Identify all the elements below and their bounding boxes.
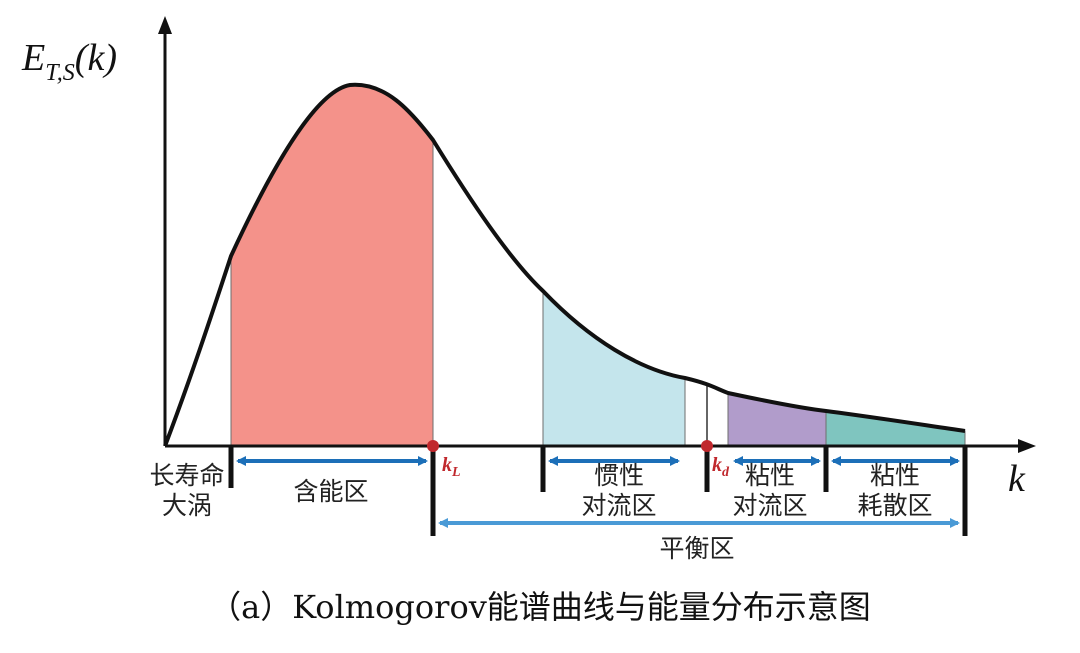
viscous-convective-label-line2: 对流区 bbox=[732, 491, 807, 520]
energy-spectrum-curve bbox=[163, 82, 966, 447]
large-eddies-label-line2: 大涡 bbox=[162, 491, 212, 520]
inertial-label-line2: 对流区 bbox=[581, 491, 656, 520]
energy-containing-region-fill bbox=[230, 84, 434, 447]
viscous-dissipative-label-line1: 粘性 bbox=[870, 461, 920, 490]
equilibrium-label: 平衡区 bbox=[659, 534, 734, 563]
x-axis-arrowhead bbox=[1018, 439, 1036, 453]
viscous-convective-label-line1: 粘性 bbox=[745, 461, 795, 490]
energy-containing-label: 含能区 bbox=[293, 477, 368, 506]
y-axis-arrowhead bbox=[158, 16, 172, 34]
kd-label: kd bbox=[712, 454, 730, 480]
large-eddies-label-line1: 长寿命 bbox=[149, 461, 224, 490]
kd-marker-dot bbox=[701, 440, 713, 452]
kL-marker-dot bbox=[427, 440, 439, 452]
figure-caption: （a）Kolmogorov能谱曲线与能量分布示意图 bbox=[209, 588, 871, 626]
inertial-label-line1: 惯性 bbox=[594, 461, 644, 490]
x-axis-label: k bbox=[1008, 458, 1026, 500]
y-axis-label: ET,S(k) bbox=[21, 37, 117, 86]
viscous-dissipative-label-line2: 耗散区 bbox=[857, 491, 932, 520]
viscous-convective-region-fill bbox=[727, 392, 827, 447]
kL-label: kL bbox=[442, 454, 461, 480]
